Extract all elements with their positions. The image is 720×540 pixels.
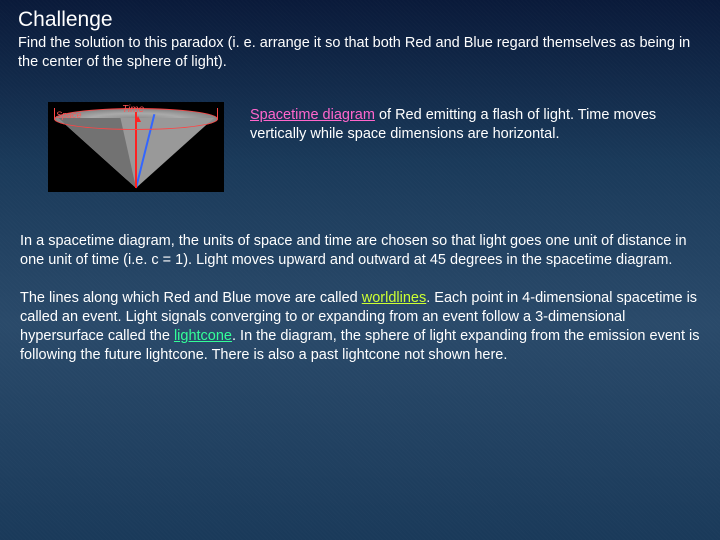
space-axis-label: Space [56, 110, 82, 120]
page-title: Challenge [18, 8, 702, 32]
worldlines-link[interactable]: worldlines [362, 290, 426, 306]
paragraph-units: In a spacetime diagram, the units of spa… [18, 232, 702, 270]
lightcone-link[interactable]: lightcone [174, 328, 232, 344]
spacetime-diagram-figure: Space Time [48, 102, 224, 192]
paragraph-worldlines: The lines along which Red and Blue move … [18, 289, 702, 364]
figure-row: Space Time Spacetime diagram of Red emit… [18, 102, 702, 192]
figure-caption: Spacetime diagram of Red emitting a flas… [250, 102, 702, 144]
time-axis-label: Time [122, 104, 144, 115]
intro-text: Find the solution to this paradox (i. e.… [18, 34, 702, 72]
spacetime-diagram-link[interactable]: Spacetime diagram [250, 107, 375, 123]
p2-t1: The lines along which Red and Blue move … [20, 290, 362, 306]
